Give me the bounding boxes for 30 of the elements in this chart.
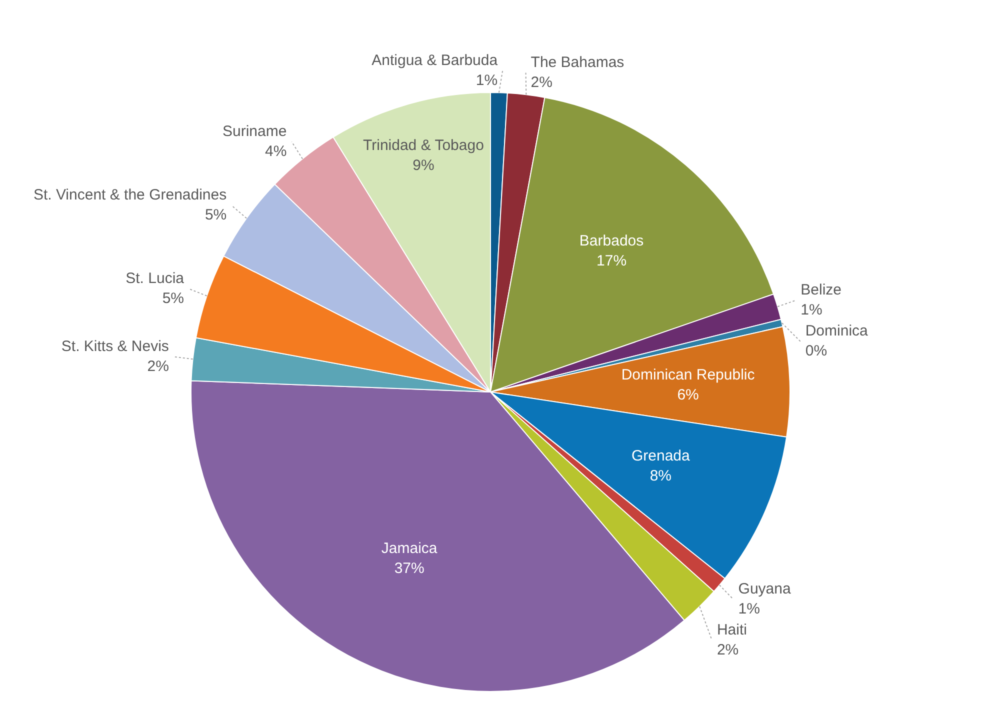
data-label: 2% xyxy=(147,358,169,375)
data-label: 5% xyxy=(162,290,184,307)
slice-label: Guyana xyxy=(738,580,792,598)
data-label: 2% xyxy=(530,74,552,91)
data-label: 9% xyxy=(412,156,434,174)
slice-label: Barbados xyxy=(579,232,644,250)
slice-label: Dominican Republic xyxy=(621,366,756,384)
data-label: 37% xyxy=(394,560,424,578)
data-label: 1% xyxy=(476,72,498,89)
data-label: 17% xyxy=(596,252,627,270)
data-label: 5% xyxy=(204,206,227,224)
slice-label: Haiti xyxy=(716,621,747,638)
slice-label: Antigua & Barbuda xyxy=(372,52,498,69)
slice-label: Suriname xyxy=(222,122,287,140)
data-label: 4% xyxy=(265,142,287,160)
data-label: 1% xyxy=(800,302,822,319)
data-label: 6% xyxy=(677,386,699,404)
slice-label: Jamaica xyxy=(381,540,438,558)
slice-label: St. Kitts & Nevis xyxy=(61,338,169,355)
slice-label: Dominica xyxy=(805,322,869,340)
data-label: 0% xyxy=(805,342,828,360)
data-label: 8% xyxy=(650,467,672,484)
slice-label: Belize xyxy=(800,282,842,299)
slice-label: St. Vincent & the Grenadines xyxy=(33,186,227,204)
slice-label: Grenada xyxy=(632,447,691,464)
data-label: 1% xyxy=(738,600,760,618)
slice-label: St. Lucia xyxy=(126,270,185,287)
data-label: 2% xyxy=(716,641,739,658)
slice-label: Trinidad & Tobago xyxy=(363,136,484,154)
slice-label: The Bahamas xyxy=(530,54,624,71)
